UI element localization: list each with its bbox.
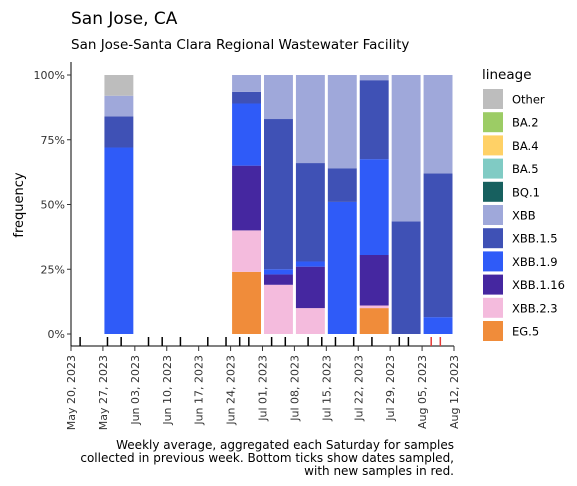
x-tick-label: Jul 22, 2023 [352,355,365,422]
plot-panel [70,62,454,347]
x-tick-label: Jul 08, 2023 [288,355,301,422]
legend-label-eg-5: EG.5 [512,325,539,339]
bar-segment-xbb-1-9 [104,147,134,334]
y-axis-title: frequency [12,172,27,238]
legend-swatch-ba-5 [483,158,503,179]
bar-segment-xbb-1-5 [295,163,325,262]
bar-segment-eg-5 [232,271,261,334]
legend-label-xbb-1-16: XBB.1.16 [512,278,565,292]
legend-title: lineage [482,67,532,83]
legend-label-other: Other [512,93,545,107]
y-tick-label: 50% [41,199,65,212]
bar-segment-xbb-1-5 [391,221,421,334]
legend: lineage Other BA.2 BA.4 BA.5 BQ.1 XBB XBB.1.5 X… [482,67,565,341]
bar-segment-xbb-1-9 [232,103,261,166]
x-tick-label: May 27, 2023 [97,355,110,430]
bar-segment-xbb-1-9 [295,261,325,267]
y-tick-label: 0% [48,328,65,341]
legend-swatch-eg-5 [483,321,503,341]
x-tick-label: Jun 24, 2023 [225,355,238,426]
bar-segment-xbb [104,95,134,117]
bar-segment-xbb-1-5 [359,80,389,160]
bar-segment-xbb-1-16 [232,165,261,231]
chart-caption: Weekly average, aggregated each Saturday… [80,438,454,478]
y-tick-label: 100% [34,69,65,82]
bar-segment-xbb [423,75,453,174]
legend-label-xbb-1-5: XBB.1.5 [512,232,558,246]
bar-segment-xbb [295,75,325,164]
legend-label-bq-1: BQ.1 [512,185,540,199]
bar-segment-xbb-1-5 [264,119,293,270]
legend-swatch-xbb-1-16 [483,274,503,295]
bar-segment-xbb-1-16 [359,255,389,306]
bar-segment-xbb-1-9 [423,317,453,334]
bar-segment-xbb-2-3 [232,230,261,272]
x-tick-label: May 20, 2023 [65,355,78,430]
bar-segment-xbb [391,75,421,222]
legend-swatch-bq-1 [483,181,503,202]
legend-label-ba-5: BA.5 [512,162,539,176]
chart-title: San Jose, CA [71,9,178,29]
bar-segment-xbb [327,75,357,169]
x-tick-label: Jun 03, 2023 [129,355,142,426]
y-tick-label: 75% [41,134,65,147]
legend-label-xbb: XBB [512,209,536,223]
legend-label-xbb-2-3: XBB.2.3 [512,301,558,315]
bar-segment-xbb-1-9 [264,269,293,275]
bar-segment-xbb-1-5 [327,168,357,202]
legend-label-xbb-1-9: XBB.1.9 [512,255,558,269]
bar-segment-xbb-1-16 [295,266,325,309]
legend-swatch-other [483,89,503,109]
bar-segment-xbb-1-5 [423,173,453,318]
y-axis: 0% 25% 50% 75% 100% [34,69,71,341]
legend-swatch-xbb-1-5 [483,228,503,249]
bar-segment-xbb [232,75,261,92]
x-tick-label: Aug 12, 2023 [448,355,461,429]
legend-swatch-ba-2 [483,112,503,133]
x-tick-label: Jun 10, 2023 [161,355,174,426]
legend-swatch-xbb-2-3 [483,297,503,318]
x-axis: May 20, 2023 May 27, 2023 Jun 03, 2023 Jun … [65,346,461,430]
legend-swatch-ba-4 [483,135,503,156]
bar-segment-xbb [264,75,293,120]
legend-swatch-xbb-1-9 [483,251,503,272]
x-tick-label: Aug 05, 2023 [416,355,429,429]
legend-label-ba-4: BA.4 [512,139,539,153]
bar-segment-xbb-1-16 [264,274,293,285]
x-tick-label: Jul 15, 2023 [320,355,333,422]
bar-segment-xbb-2-3 [264,284,293,334]
bar-segment-xbb-2-3 [295,308,325,334]
legend-swatch-xbb [483,205,503,225]
bar-segment-xbb-1-9 [359,159,389,255]
x-tick-label: Jul 01, 2023 [257,355,270,422]
bar-segment-xbb [359,75,389,81]
bar-segment-xbb-1-5 [104,116,134,148]
bar-segment-xbb-1-9 [327,201,357,334]
bar-segment-eg-5 [359,308,389,334]
sample-date-ticks [79,337,442,346]
y-tick-label: 25% [41,263,65,276]
chart-subtitle: San Jose-Santa Clara Regional Wastewater… [71,37,410,53]
bar-segment-xbb-1-5 [232,91,261,104]
bar-segment-other [104,75,134,96]
x-tick-label: Jun 17, 2023 [193,355,206,426]
bar-segment-xbb-2-3 [359,305,389,309]
legend-label-ba-2: BA.2 [512,116,539,130]
x-tick-label: Jul 29, 2023 [384,355,397,422]
